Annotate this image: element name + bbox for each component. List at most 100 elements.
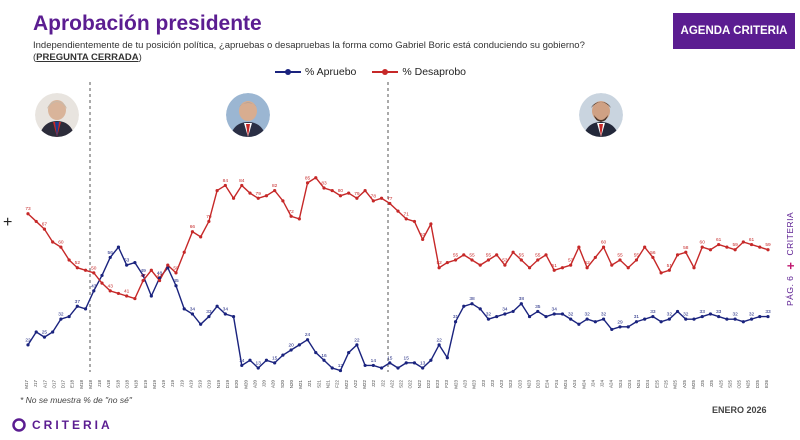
x-tick-label: J22 (371, 380, 376, 388)
data-label-disapprove: 55 (535, 253, 541, 259)
data-point-disapprove (708, 248, 713, 252)
data-label-approve: 38 (519, 296, 525, 302)
vertical-side-label: PÁG. 6 + CRITERIA (783, 212, 798, 306)
data-point-disapprove (725, 245, 729, 249)
x-tick-label: D24 (645, 380, 650, 389)
data-label-disapprove: 59 (732, 242, 738, 248)
data-point-approve (67, 314, 71, 319)
question-subtitle: Independientemente de tu posición políti… (33, 40, 585, 63)
data-point-approve (388, 361, 392, 365)
page-title: Aprobación presidente (33, 12, 262, 35)
data-point-approve (59, 317, 63, 321)
data-label-disapprove: 53 (568, 258, 574, 264)
data-label-approve: 31 (453, 314, 459, 320)
data-label-approve: 53 (124, 258, 130, 264)
footnote: * No se muestra % de "no sé" (20, 395, 132, 405)
report-month: ENERO 2026 (712, 405, 767, 415)
data-point-approve (75, 304, 79, 308)
x-tick-label: E18 (70, 380, 75, 389)
man-portrait-icon (579, 93, 623, 137)
x-tick-label: M23 (453, 380, 458, 389)
data-point-approve (92, 289, 96, 293)
data-point-approve (536, 309, 540, 314)
data-point-disapprove (634, 258, 639, 262)
data-point-disapprove (157, 278, 162, 283)
data-point-approve (207, 314, 211, 319)
data-label-disapprove: 60 (601, 240, 607, 246)
x-tick-label: S21 (316, 380, 321, 389)
data-label-disapprove: 51 (667, 263, 673, 269)
x-tick-label: S20 (280, 380, 285, 389)
x-tick-label: N19 (216, 380, 221, 389)
data-label-approve: 22 (354, 337, 360, 343)
data-point-approve (643, 317, 647, 321)
data-label-disapprove: 51 (552, 263, 558, 269)
x-tick-label: S22 (399, 380, 404, 389)
data-point-disapprove (182, 250, 186, 254)
data-point-disapprove (264, 194, 269, 198)
data-label-approve: 14 (239, 358, 245, 364)
data-point-approve (215, 304, 219, 308)
x-tick-label: A22 (353, 380, 358, 389)
x-tick-label: J17 (33, 380, 38, 388)
data-point-disapprove (593, 255, 597, 260)
page-number: PÁG. 6 (784, 275, 795, 306)
chart-legend: % Apruebo % Desaprobo (275, 66, 466, 78)
data-label-approve: 34 (502, 307, 508, 313)
data-point-approve (34, 330, 38, 334)
data-point-disapprove (749, 242, 754, 247)
data-point-disapprove (470, 258, 474, 262)
x-tick-label: J24 (590, 380, 595, 388)
data-label-disapprove: 55 (453, 253, 459, 259)
x-tick-label: M21 (298, 380, 303, 389)
data-label-approve: 33 (206, 309, 212, 315)
x-tick-label: E23 (435, 380, 440, 389)
data-label-approve: 33 (650, 309, 656, 315)
x-tick-label: M17 (24, 380, 29, 389)
logo-text: CRITERIA (32, 418, 113, 432)
data-point-disapprove (207, 219, 211, 224)
x-tick-label: D19 (225, 380, 230, 389)
data-label-approve: 20 (288, 343, 294, 349)
x-tick-label: M22 (362, 380, 367, 389)
data-point-approve (182, 307, 186, 311)
data-point-disapprove (289, 214, 293, 218)
data-label-disapprove: 71 (404, 211, 410, 217)
data-point-disapprove (445, 260, 449, 265)
legend-label-disapprove: % Desaprobo (402, 66, 466, 78)
data-point-disapprove (659, 271, 663, 275)
data-point-disapprove (330, 188, 334, 193)
x-tick-label: A24 (572, 380, 577, 389)
data-label-disapprove: 58 (683, 245, 689, 251)
data-point-disapprove (421, 237, 425, 242)
x-tick-label: O25 (737, 380, 742, 389)
data-point-disapprove (643, 245, 647, 249)
data-point-disapprove (51, 240, 55, 244)
data-point-disapprove (379, 196, 384, 200)
data-point-approve (725, 317, 729, 321)
legend-label-approve: % Apruebo (305, 66, 357, 78)
data-label-approve: 13 (420, 361, 426, 367)
data-point-approve (758, 314, 762, 319)
data-label-disapprove: 82 (272, 183, 278, 189)
data-label-disapprove: 50 (91, 265, 97, 271)
data-point-disapprove (692, 266, 696, 270)
data-point-approve (51, 330, 55, 334)
x-tick-label: O22 (408, 380, 413, 389)
data-point-disapprove (223, 183, 227, 188)
data-point-disapprove (667, 268, 671, 272)
data-point-approve (741, 320, 745, 324)
data-point-approve (503, 312, 507, 316)
data-point-disapprove (92, 271, 96, 275)
x-tick-label: N18 (134, 380, 139, 389)
data-point-approve (544, 314, 548, 319)
x-tick-label: M18 (88, 380, 93, 389)
data-point-approve (289, 348, 293, 352)
data-label-approve: 37 (75, 299, 81, 305)
data-label-approve: 24 (305, 332, 311, 338)
x-tick-label: N24 (636, 380, 641, 389)
data-label-approve: 22 (25, 337, 31, 343)
data-point-disapprove (437, 266, 441, 270)
data-point-approve (684, 317, 688, 321)
data-point-approve (133, 260, 137, 265)
